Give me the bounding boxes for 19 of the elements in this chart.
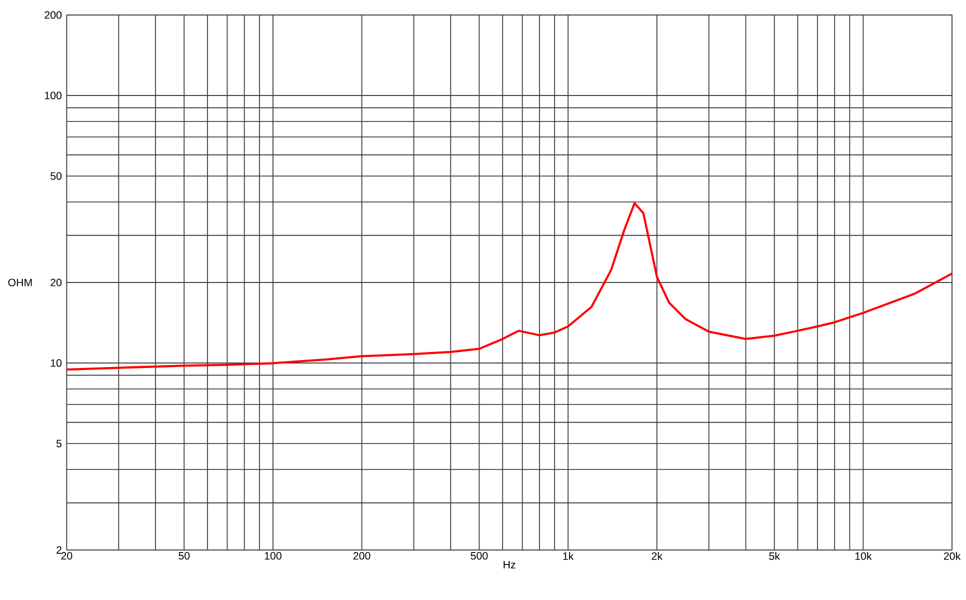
- x-tick-label: 5k: [769, 552, 780, 560]
- y-tick-label: 2: [56, 546, 62, 554]
- x-tick-label: 500: [470, 552, 488, 560]
- y-tick-label: 200: [44, 11, 62, 19]
- y-tick-label: 20: [50, 278, 62, 286]
- x-axis-title: Hz: [504, 561, 516, 568]
- x-tick-label: 1k: [563, 552, 574, 560]
- y-tick-label: 50: [50, 172, 62, 180]
- y-axis-title: OHM: [8, 278, 32, 286]
- x-tick-label: 100: [264, 552, 282, 560]
- x-tick-label: 10k: [855, 552, 872, 560]
- x-tick-label: 2k: [652, 552, 663, 560]
- x-tick-label: 200: [353, 552, 370, 560]
- x-tick-label: 20k: [944, 552, 961, 560]
- y-tick-label: 100: [44, 92, 62, 100]
- y-tick-label: 10: [50, 359, 62, 367]
- x-tick-label: 50: [178, 552, 190, 560]
- x-tick-label: 20: [61, 552, 72, 560]
- y-tick-label: 5: [56, 440, 62, 448]
